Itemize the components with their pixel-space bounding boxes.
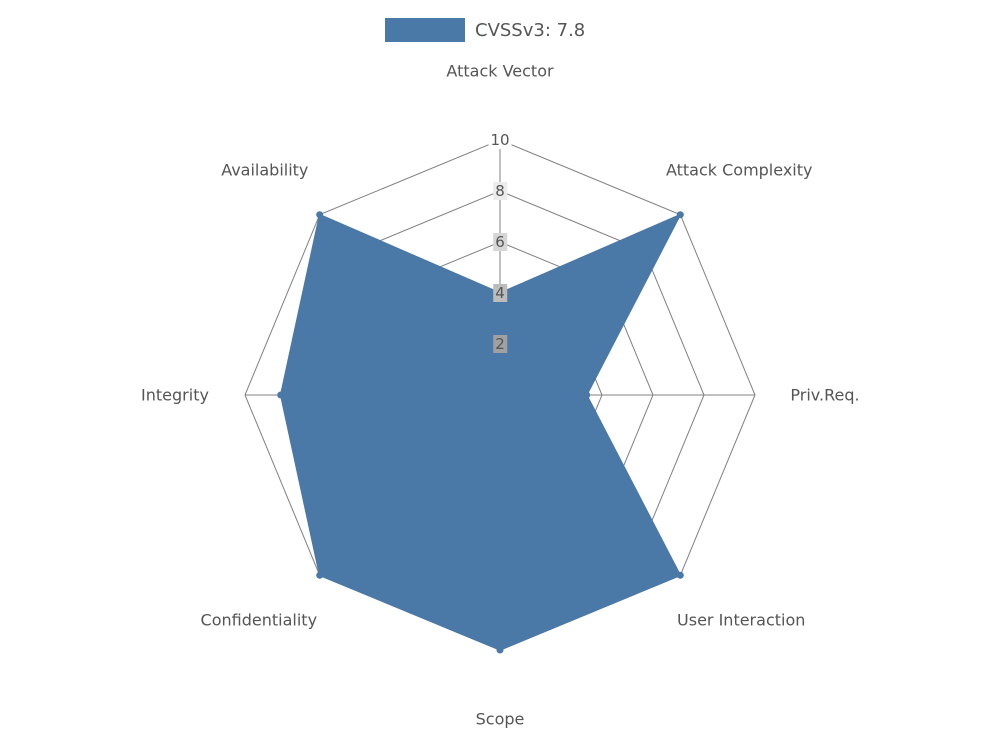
tick-label: 8 — [493, 182, 507, 200]
axis-label: Scope — [476, 710, 525, 729]
tick-label: 4 — [493, 284, 507, 302]
axis-label: Integrity — [141, 386, 209, 405]
axis-label: Priv.Req. — [790, 386, 859, 405]
radar-chart: CVSSv3: 7.8 Attack Vector Attack Complexi… — [0, 0, 1000, 700]
chart-legend: CVSSv3: 7.8 — [385, 18, 585, 42]
axis-label: Availability — [221, 160, 308, 179]
tick-label: 10 — [488, 131, 511, 149]
legend-swatch — [385, 18, 465, 42]
tick-label: 2 — [493, 335, 507, 353]
axis-label: Attack Complexity — [666, 160, 813, 179]
axis-label: User Interaction — [677, 611, 805, 630]
legend-label: CVSSv3: 7.8 — [475, 20, 585, 41]
axis-label: Confidentiality — [201, 611, 317, 630]
axis-label: Attack Vector — [446, 62, 553, 81]
tick-label: 6 — [493, 233, 507, 251]
